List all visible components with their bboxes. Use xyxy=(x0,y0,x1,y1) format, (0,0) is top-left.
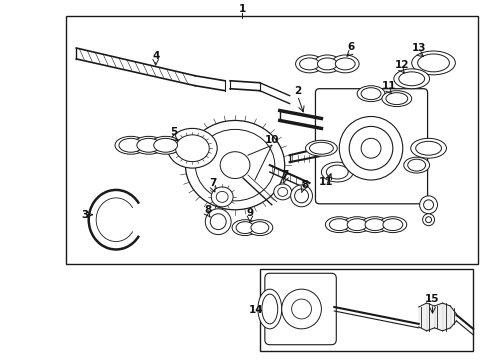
Ellipse shape xyxy=(426,217,432,223)
Text: 1: 1 xyxy=(239,4,245,14)
Circle shape xyxy=(339,117,403,180)
Text: 2: 2 xyxy=(294,86,301,96)
Ellipse shape xyxy=(382,91,412,107)
Ellipse shape xyxy=(251,222,269,234)
Text: 6: 6 xyxy=(347,42,355,52)
Ellipse shape xyxy=(205,209,231,235)
Text: 12: 12 xyxy=(394,60,409,70)
Ellipse shape xyxy=(412,51,455,75)
Ellipse shape xyxy=(154,138,177,152)
Text: 14: 14 xyxy=(248,305,263,315)
Ellipse shape xyxy=(416,141,441,155)
Circle shape xyxy=(361,138,381,158)
Circle shape xyxy=(349,126,393,170)
Text: 5: 5 xyxy=(170,127,177,138)
Ellipse shape xyxy=(361,88,381,100)
Ellipse shape xyxy=(404,157,430,173)
Ellipse shape xyxy=(299,58,319,70)
Ellipse shape xyxy=(168,129,217,168)
Ellipse shape xyxy=(424,200,434,210)
Bar xyxy=(66,16,478,264)
Ellipse shape xyxy=(329,219,349,231)
Text: 15: 15 xyxy=(425,294,440,304)
Ellipse shape xyxy=(326,165,348,179)
Ellipse shape xyxy=(150,136,181,154)
Ellipse shape xyxy=(383,219,403,231)
Ellipse shape xyxy=(310,142,333,154)
Ellipse shape xyxy=(306,140,337,156)
Text: 13: 13 xyxy=(412,43,426,53)
Ellipse shape xyxy=(411,138,446,158)
Ellipse shape xyxy=(335,58,355,70)
Ellipse shape xyxy=(216,192,228,202)
Ellipse shape xyxy=(379,217,407,233)
Text: 8: 8 xyxy=(301,180,308,190)
Ellipse shape xyxy=(347,219,367,231)
Ellipse shape xyxy=(318,58,337,70)
Ellipse shape xyxy=(361,217,389,233)
Text: 9: 9 xyxy=(246,208,253,218)
Ellipse shape xyxy=(220,152,250,179)
Text: 7: 7 xyxy=(210,178,217,188)
Ellipse shape xyxy=(278,188,288,196)
Ellipse shape xyxy=(399,72,425,86)
Ellipse shape xyxy=(325,217,353,233)
Ellipse shape xyxy=(294,189,309,203)
Ellipse shape xyxy=(211,187,233,207)
Ellipse shape xyxy=(321,162,353,182)
Ellipse shape xyxy=(196,129,275,201)
Ellipse shape xyxy=(365,219,385,231)
Text: 10: 10 xyxy=(265,135,279,145)
Ellipse shape xyxy=(274,184,292,200)
Ellipse shape xyxy=(394,69,430,89)
Ellipse shape xyxy=(386,93,408,105)
Ellipse shape xyxy=(262,294,278,324)
Ellipse shape xyxy=(417,54,449,72)
Text: 4: 4 xyxy=(152,51,159,61)
Text: 3: 3 xyxy=(82,210,89,220)
Ellipse shape xyxy=(185,121,285,210)
Ellipse shape xyxy=(419,196,438,214)
Ellipse shape xyxy=(137,138,161,152)
Ellipse shape xyxy=(119,138,143,152)
Ellipse shape xyxy=(314,55,341,73)
Bar xyxy=(260,269,473,351)
Ellipse shape xyxy=(331,55,359,73)
Ellipse shape xyxy=(408,159,426,171)
Ellipse shape xyxy=(210,214,226,230)
Ellipse shape xyxy=(247,220,273,235)
Circle shape xyxy=(282,289,321,329)
Text: 8: 8 xyxy=(205,205,212,215)
Ellipse shape xyxy=(422,214,435,226)
FancyBboxPatch shape xyxy=(265,273,336,345)
Ellipse shape xyxy=(357,86,385,102)
Ellipse shape xyxy=(236,222,254,234)
Ellipse shape xyxy=(343,217,371,233)
Ellipse shape xyxy=(295,55,323,73)
Ellipse shape xyxy=(232,220,258,235)
Text: 7: 7 xyxy=(281,170,289,180)
Ellipse shape xyxy=(258,289,282,329)
Circle shape xyxy=(292,299,312,319)
Text: 11: 11 xyxy=(382,81,396,91)
FancyBboxPatch shape xyxy=(316,89,428,204)
Ellipse shape xyxy=(133,136,165,154)
Ellipse shape xyxy=(115,136,147,154)
Text: 11: 11 xyxy=(319,177,334,187)
Ellipse shape xyxy=(291,185,313,207)
Ellipse shape xyxy=(175,135,209,162)
